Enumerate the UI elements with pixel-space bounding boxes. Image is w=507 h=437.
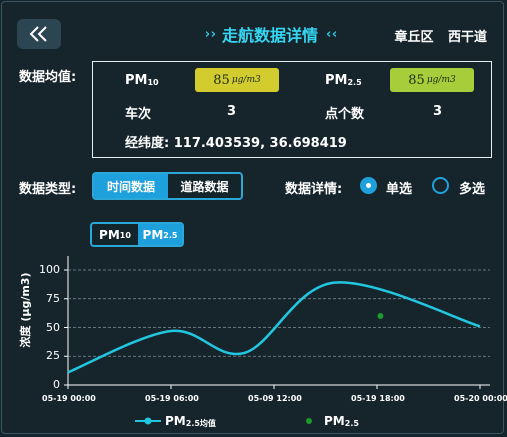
- y-tick-label: 25: [46, 349, 60, 363]
- series-line-pm25-mean: [67, 281, 481, 374]
- pollutant-pm10-option[interactable]: PM 10: [92, 224, 138, 245]
- location-label: 章丘区 西干道: [394, 26, 487, 45]
- legend-label-mean: PM2.5均值: [165, 414, 216, 428]
- pm25-value-pill: 85 μg/m3: [390, 68, 474, 92]
- y-tick-label: 0: [53, 378, 60, 391]
- legend-item-mean: PM2.5均值: [135, 414, 216, 428]
- legend-label-points: PM2.5: [324, 414, 359, 428]
- average-box: PM10 85 μg/m3 PM2.5 85 μg/m3 车次 3 点个数 3 经纬…: [92, 61, 492, 158]
- y-tick-label: 100: [39, 263, 60, 276]
- y-tick-label: 50: [46, 320, 60, 334]
- points-label: 点个数: [325, 107, 365, 122]
- district-name: 章丘区: [394, 30, 434, 45]
- series-point-pm25: [377, 313, 384, 319]
- data-type-road-option[interactable]: 道路数据: [168, 174, 241, 198]
- legend-item-points: PM2.5: [304, 414, 359, 428]
- legend-line-dot-icon: [135, 417, 161, 425]
- coords-label: 经纬度:: [125, 136, 170, 151]
- road-name: 西干道: [447, 30, 487, 45]
- trips-label: 车次: [125, 107, 152, 122]
- single-select-label: 单选: [386, 182, 413, 197]
- pollutant-toggle: PM 10 PM 2.5: [90, 222, 184, 247]
- title-arrows-left-icon: › ›: [204, 26, 216, 42]
- y-tick-label: 75: [46, 291, 60, 305]
- data-detail-label: 数据详情:: [285, 182, 343, 197]
- multi-select-radio[interactable]: [432, 177, 449, 194]
- back-button[interactable]: [17, 19, 61, 49]
- points-value: 3: [433, 104, 443, 119]
- multi-select-label: 多选: [459, 182, 486, 197]
- x-tick-label: 05-09 12:00: [248, 394, 302, 403]
- data-type-time-option[interactable]: 时间数据: [94, 174, 168, 198]
- x-tick-label: 05-19 18:00: [351, 394, 405, 403]
- double-chevron-left-icon: [29, 26, 47, 42]
- x-tick-label: 05-19 00:00: [42, 394, 96, 403]
- legend-dot-icon: [306, 418, 312, 424]
- coords-value: 117.403539, 36.698419: [173, 136, 347, 151]
- x-tick-label: 05-20 00:00: [454, 394, 507, 403]
- page-title: 走航数据详情: [221, 26, 318, 45]
- trips-value: 3: [227, 104, 237, 119]
- pm10-value-pill: 85 μg/m3: [195, 68, 279, 92]
- x-tick-label: 05-19 06:00: [145, 394, 199, 403]
- single-select-radio[interactable]: [360, 177, 377, 194]
- title-bar: › › 走航数据详情 ‹ ‹: [170, 22, 370, 46]
- data-type-toggle: 时间数据 道路数据: [92, 172, 243, 200]
- pm10-label: PM10: [125, 73, 159, 88]
- title-arrows-right-icon: ‹ ‹: [326, 26, 337, 42]
- average-label: 数据均值:: [19, 70, 77, 85]
- data-type-label: 数据类型:: [19, 182, 77, 197]
- pm25-label: PM2.5: [325, 73, 362, 88]
- pollutant-pm25-option[interactable]: PM 2.5: [138, 224, 182, 245]
- coords-row: 经纬度: 117.403539, 36.698419: [125, 132, 347, 151]
